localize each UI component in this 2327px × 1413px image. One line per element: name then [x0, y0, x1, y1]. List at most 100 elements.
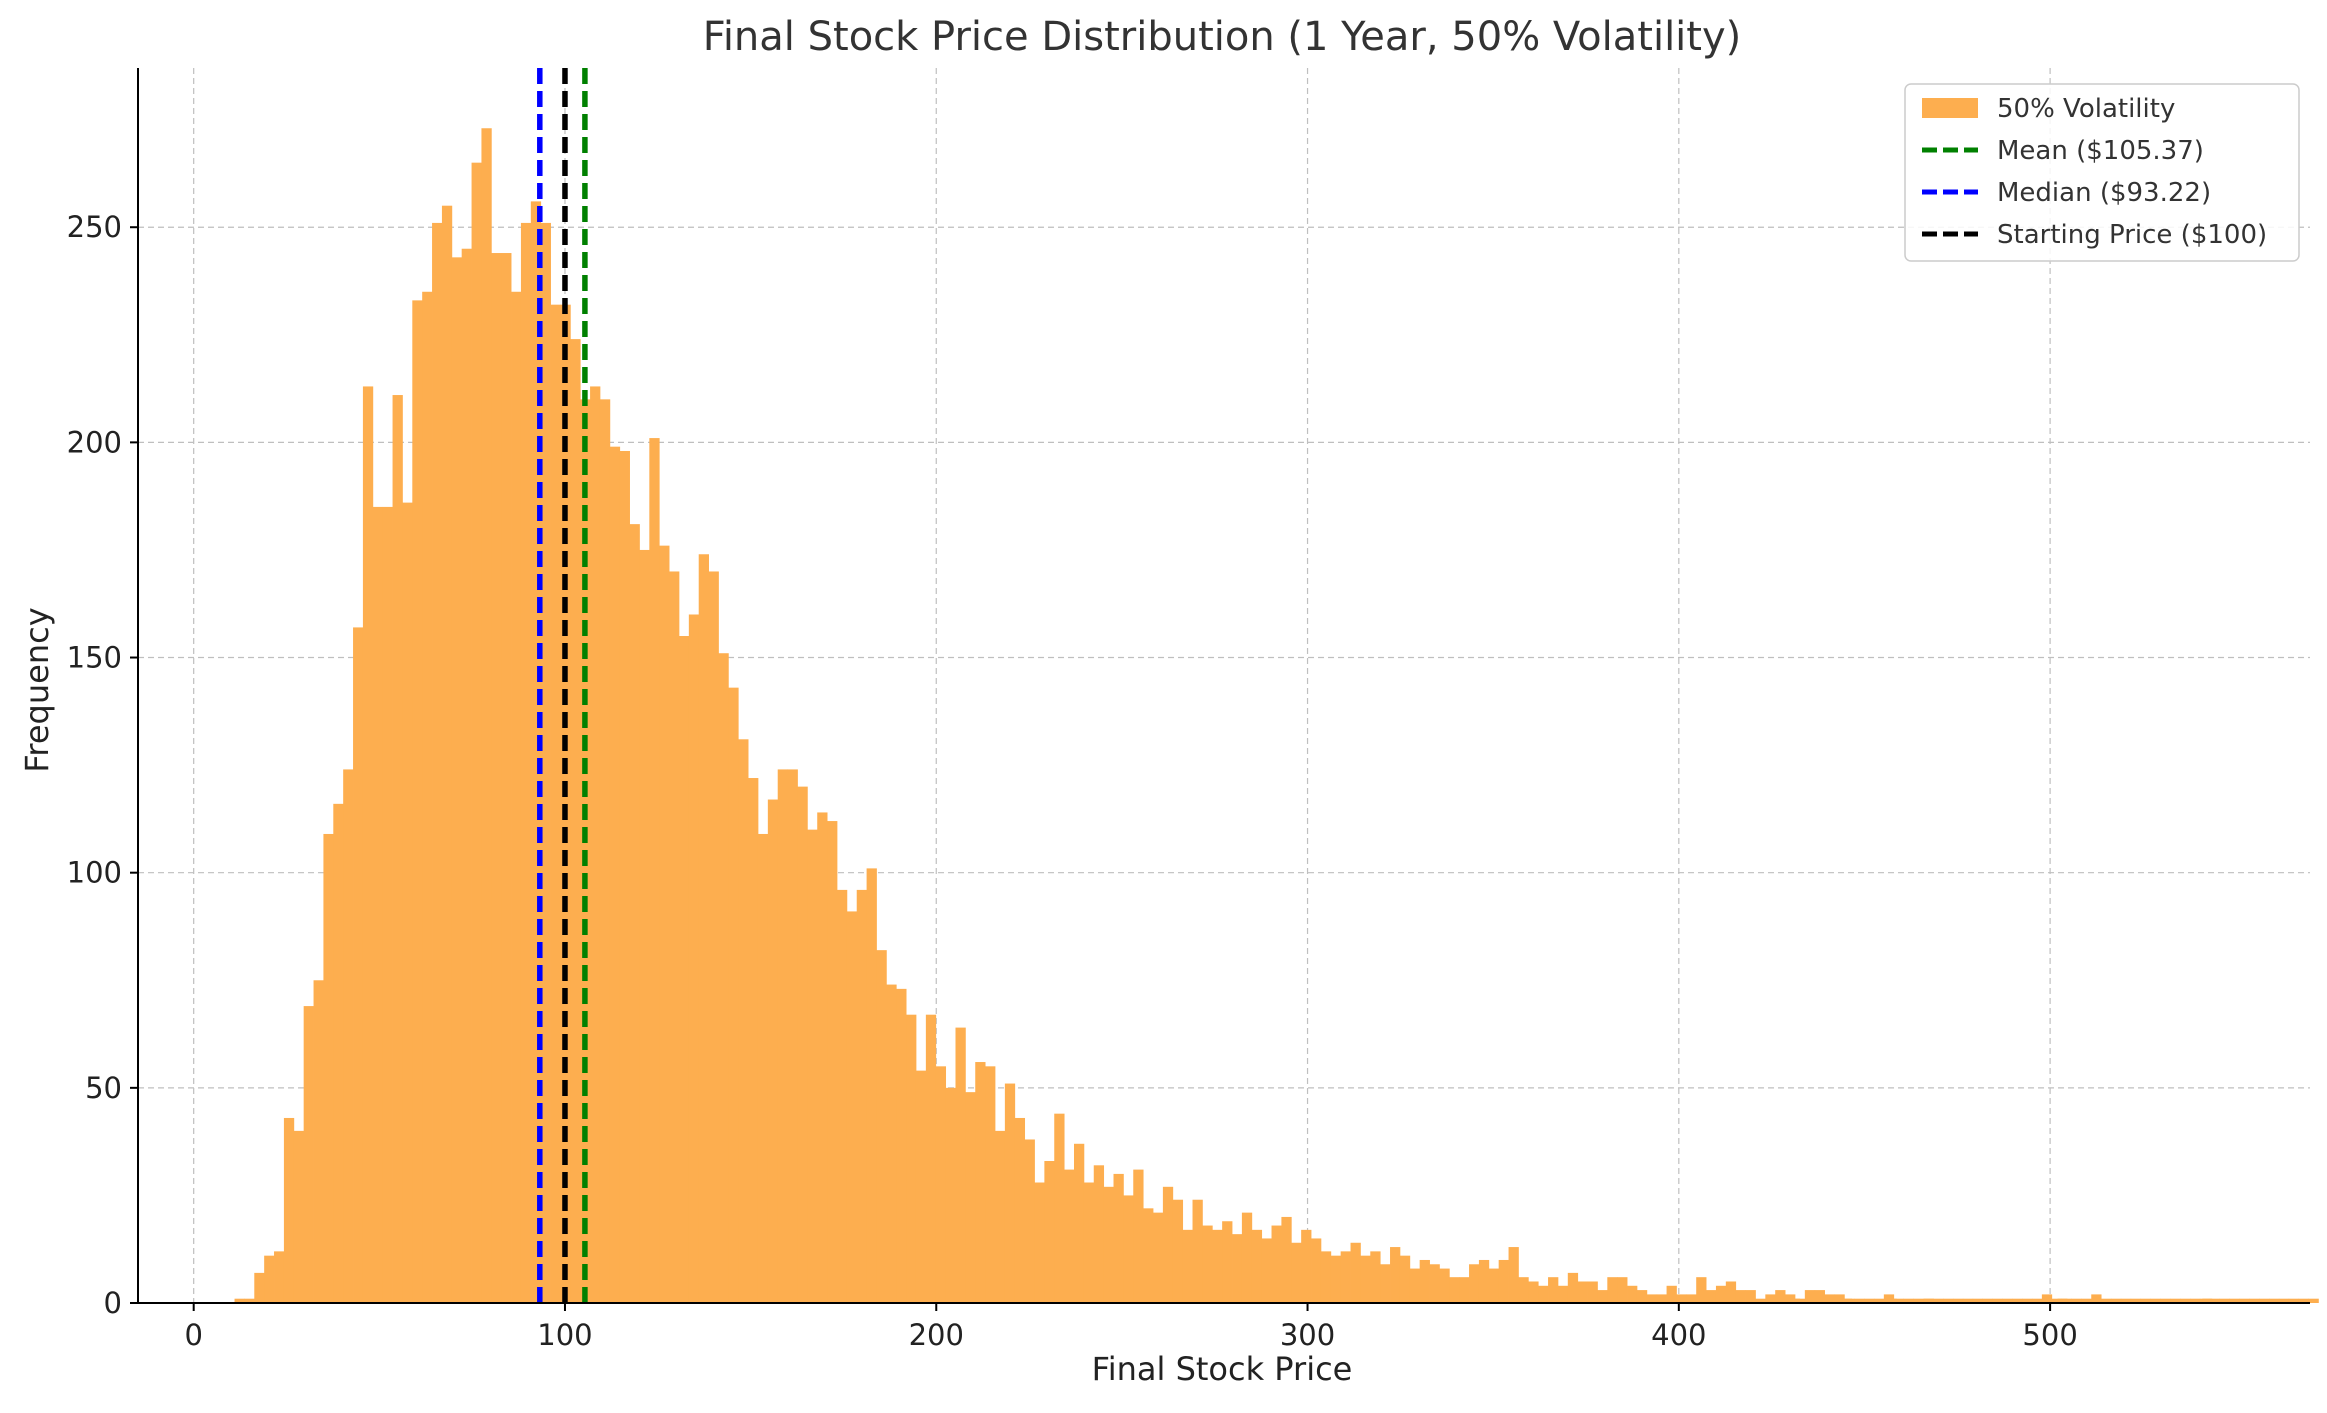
histogram-bar	[1785, 1294, 1796, 1303]
y-tick-label: 200	[67, 425, 122, 459]
histogram-bar	[1735, 1290, 1746, 1303]
histogram-bar	[1636, 1290, 1648, 1303]
histogram-bar	[1390, 1247, 1401, 1303]
histogram-bar	[1133, 1169, 1144, 1303]
histogram-bar	[432, 222, 443, 1304]
legend-swatch-histogram	[1922, 98, 1978, 118]
histogram-bar	[372, 506, 384, 1303]
histogram-bar	[1943, 1298, 1954, 1303]
histogram-bar	[451, 257, 463, 1303]
histogram-bar	[2057, 1298, 2068, 1303]
x-tick-label: 200	[909, 1318, 964, 1352]
histogram-bar	[1202, 1225, 1213, 1303]
histogram-bar	[1074, 1143, 1085, 1303]
histogram-bar	[1508, 1247, 1519, 1303]
histogram-bar	[748, 778, 759, 1303]
histogram-bar	[283, 1117, 295, 1303]
histogram-bar	[1172, 1199, 1184, 1303]
histogram-bar	[1330, 1255, 1342, 1303]
histogram-bar	[461, 248, 472, 1304]
histogram-bar	[1340, 1251, 1351, 1303]
histogram-bar	[955, 1027, 966, 1303]
histogram-bar	[1557, 1285, 1569, 1303]
histogram-bar	[649, 438, 660, 1303]
histogram-bar	[1676, 1294, 1687, 1303]
histogram-bar	[965, 1092, 976, 1303]
histogram-bar	[1666, 1285, 1677, 1303]
y-tick-label: 0	[104, 1286, 122, 1320]
histogram-bar	[1824, 1294, 1835, 1303]
histogram-bar	[2219, 1298, 2230, 1303]
histogram-bar	[2140, 1298, 2151, 1303]
histogram-bar	[836, 889, 848, 1303]
legend: 50% Volatility Mean ($105.37) Median ($9…	[1904, 83, 2300, 262]
histogram-bar	[1518, 1277, 1529, 1303]
histogram-bar	[560, 304, 571, 1303]
histogram-bar	[1311, 1238, 1322, 1303]
histogram-bar	[1794, 1298, 1806, 1303]
histogram-bar	[481, 128, 492, 1303]
histogram-bar	[254, 1272, 265, 1303]
histogram-bar	[1842, 1298, 1853, 1303]
histogram-bar	[1399, 1255, 1411, 1303]
histogram-bar	[1646, 1294, 1658, 1303]
histogram-bar	[787, 769, 798, 1303]
histogram-bar	[1123, 1195, 1134, 1303]
histogram-bar	[2308, 1298, 2319, 1303]
histogram-bar	[412, 300, 423, 1303]
histogram-bar	[303, 1006, 314, 1303]
histogram-bar	[1380, 1264, 1391, 1303]
histogram-bar	[313, 980, 324, 1303]
histogram-bar	[1429, 1264, 1440, 1303]
histogram-bar	[2031, 1298, 2043, 1303]
histogram-bar	[2288, 1298, 2300, 1303]
histogram-bar	[1478, 1259, 1490, 1303]
histogram-bar	[264, 1255, 275, 1303]
histogram-bar	[1232, 1234, 1243, 1303]
histogram-bar	[1291, 1242, 1302, 1303]
histogram-bar	[915, 1070, 927, 1303]
histogram-bar	[1577, 1281, 1588, 1303]
histogram-bar	[856, 889, 868, 1303]
histogram-bar	[817, 812, 828, 1303]
x-tick-label: 400	[1651, 1318, 1706, 1352]
histogram-bar	[757, 833, 769, 1303]
histogram-bar	[1725, 1281, 1737, 1303]
histogram-bar	[1153, 1212, 1164, 1303]
histogram-bar	[1320, 1251, 1332, 1303]
histogram-bar	[2012, 1298, 2023, 1303]
histogram-bar	[2101, 1298, 2112, 1303]
histogram-bar	[935, 1066, 947, 1303]
histogram-bar	[1488, 1268, 1500, 1303]
histogram-bar	[738, 739, 749, 1303]
histogram-bar	[639, 549, 650, 1303]
histogram-bar	[1715, 1285, 1727, 1303]
histogram-bar	[2298, 1298, 2309, 1303]
histogram-bar	[2229, 1298, 2240, 1303]
histogram-bar	[1952, 1298, 1964, 1303]
histogram-bar	[2022, 1298, 2033, 1303]
histogram-bar	[886, 984, 897, 1303]
histogram-bar	[441, 205, 453, 1304]
histogram-bar	[1054, 1113, 1065, 1303]
histogram-bar	[1656, 1294, 1667, 1303]
histogram-bar	[1790, 1298, 1801, 1303]
histogram-bar	[2130, 1298, 2142, 1303]
histogram-bar	[1044, 1160, 1055, 1303]
histogram-bar	[827, 821, 838, 1303]
histogram-bar	[2071, 1298, 2082, 1303]
histogram-bar	[1933, 1298, 1944, 1303]
histogram-bar	[1064, 1169, 1075, 1303]
histogram-bar	[728, 687, 739, 1303]
histogram-bar	[1706, 1290, 1717, 1303]
axes	[137, 68, 2310, 1304]
legend-label-mean: Mean ($105.37)	[1997, 136, 2204, 166]
histogram-bar	[1459, 1277, 1470, 1303]
histogram-bar	[1982, 1298, 1993, 1303]
histogram-bar	[1893, 1298, 1904, 1303]
histogram-bar	[846, 911, 858, 1303]
histogram-bar	[994, 1130, 1006, 1303]
histogram-bar	[2190, 1298, 2201, 1303]
histogram-bar	[1271, 1225, 1282, 1303]
